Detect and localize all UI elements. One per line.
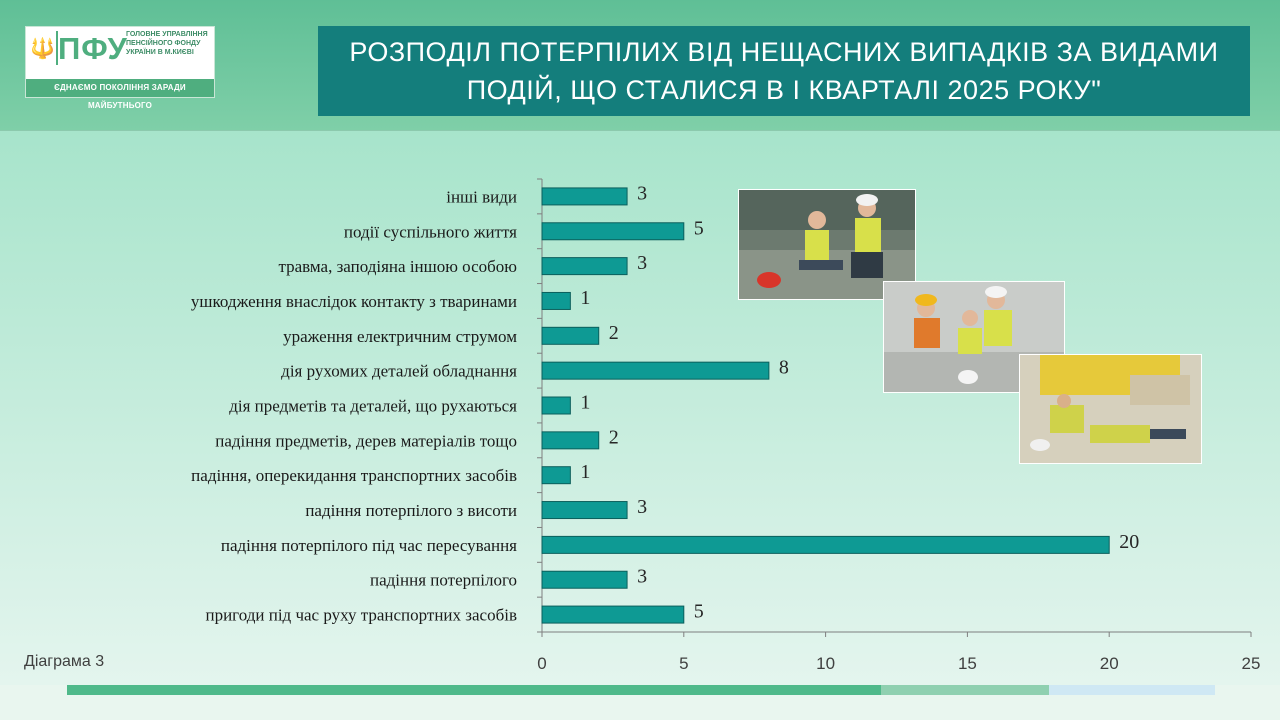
x-tick-label: 0 [537,654,546,673]
category-label: падіння, оперекидання транспортних засоб… [191,466,517,485]
value-label: 2 [609,322,619,344]
x-tick-label: 25 [1242,654,1261,673]
bar [541,291,571,310]
bar [541,501,628,520]
value-label: 8 [779,357,789,379]
accident-photo-3 [1019,354,1202,464]
logo-organization: ГОЛОВНЕ УПРАВЛІННЯ ПЕНСІЙНОГО ФОНДУ УКРА… [126,31,208,56]
bar [541,535,1110,554]
pfu-logo: 🔱 ПФУ ГОЛОВНЕ УПРАВЛІННЯ ПЕНСІЙНОГО ФОНД… [25,26,215,110]
bar [541,326,600,345]
category-label: дія рухомих деталей обладнання [281,362,517,381]
category-label: дія предметів та деталей, що рухаються [229,397,517,416]
tryzub-icon: 🔱 [30,36,55,60]
bar [541,570,628,589]
x-tick-label: 5 [679,654,688,673]
title-box: РОЗПОДІЛ ПОТЕРПІЛИХ ВІД НЕЩАСНИХ ВИПАДКІ… [318,26,1250,116]
header-band: 🔱 ПФУ ГОЛОВНЕ УПРАВЛІННЯ ПЕНСІЙНОГО ФОНД… [0,0,1280,130]
x-tick-label: 15 [958,654,977,673]
category-label: ураження електричним струмом [283,327,517,346]
category-label: ушкодження внаслідок контакту з тваринам… [191,292,517,311]
value-label: 3 [637,496,647,518]
category-label: інші види [446,187,517,206]
bar [541,361,770,380]
bar [541,222,685,241]
value-label: 3 [637,182,647,204]
category-label: падіння потерпілого під час пересування [221,536,517,555]
value-label: 20 [1119,531,1139,553]
footer-bar-mid [881,685,1049,695]
logo-divider [56,31,58,65]
category-label: травма, заподіяна іншою особою [278,257,517,276]
x-tick-label: 10 [816,654,835,673]
logo-abbreviation: ПФУ [58,31,128,66]
value-label: 3 [637,566,647,588]
category-label: падіння потерпілого з висоти [305,501,517,520]
value-label: 1 [580,287,590,309]
footer-bar-dark [67,685,881,695]
footer-bar-light [1049,685,1215,695]
bar [541,187,628,206]
category-label: пригоди під час руху транспортних засобі… [205,606,517,625]
bar [541,605,685,624]
page-title: РОЗПОДІЛ ПОТЕРПІЛИХ ВІД НЕЩАСНИХ ВИПАДКІ… [349,37,1219,105]
bar [541,466,571,485]
category-label: падіння потерпілого [370,571,517,590]
category-label: події суспільного життя [344,222,517,241]
photo-3-graphic [1020,355,1201,463]
bar [541,396,571,415]
bar [541,431,600,450]
value-label: 5 [694,601,704,623]
x-tick-label: 20 [1100,654,1119,673]
category-label: падіння предметів, дерев матеріалів тощо [215,431,517,450]
value-label: 5 [694,217,704,239]
footer-bars [0,685,1280,720]
bar [541,257,628,276]
value-label: 1 [580,392,590,414]
logo-motto: ЄДНАЄМО ПОКОЛІННЯ ЗАРАДИ МАЙБУТНЬОГО [26,79,214,110]
value-label: 3 [637,252,647,274]
value-label: 1 [580,461,590,483]
diagram-label: Діаграма 3 [24,653,105,670]
value-label: 2 [609,426,619,448]
